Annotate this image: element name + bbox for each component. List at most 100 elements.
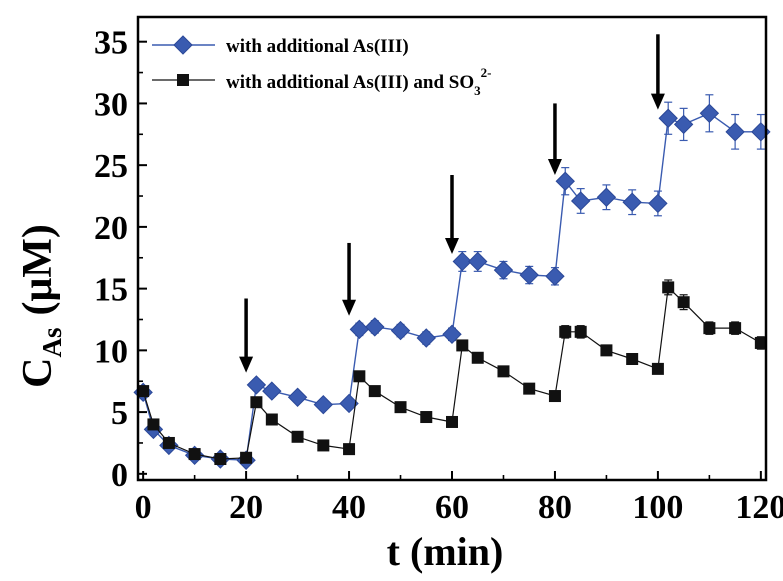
data-point bbox=[658, 108, 678, 128]
data-point bbox=[523, 382, 536, 395]
data-point bbox=[442, 324, 462, 345]
legend-label-series-2-sup: 2- bbox=[481, 65, 492, 80]
data-point bbox=[353, 370, 366, 383]
data-point bbox=[287, 387, 308, 407]
data-point bbox=[262, 381, 282, 401]
data-point bbox=[240, 451, 253, 464]
data-point bbox=[703, 322, 716, 335]
data-point bbox=[394, 401, 407, 414]
data-point bbox=[214, 453, 227, 466]
data-point bbox=[574, 325, 587, 338]
arrow-head bbox=[650, 93, 665, 110]
y-axis-title-unit: (μM) bbox=[15, 224, 61, 315]
data-point bbox=[596, 187, 617, 207]
data-point bbox=[471, 351, 484, 364]
y-tick-label: 20 bbox=[94, 210, 128, 247]
y-tick-label: 25 bbox=[94, 148, 128, 185]
y-tick-label: 35 bbox=[94, 25, 128, 62]
y-tick-label: 10 bbox=[94, 333, 128, 370]
data-point bbox=[725, 122, 745, 142]
y-axis-title: CAs (μM) bbox=[15, 224, 67, 388]
x-tick-label: 100 bbox=[632, 489, 683, 526]
data-point bbox=[416, 328, 436, 348]
arrows-layer bbox=[239, 34, 665, 373]
annotation-arrow bbox=[547, 103, 562, 176]
data-point bbox=[420, 411, 433, 424]
data-point bbox=[493, 260, 514, 280]
series-1 bbox=[133, 94, 771, 470]
ticks: 0 20 40 60 80 100 120 0 5 10 15 20 25 30 35 bbox=[94, 25, 783, 526]
annotation-arrow bbox=[342, 242, 357, 316]
x-tick-label: 60 bbox=[435, 489, 469, 526]
data-point bbox=[699, 103, 720, 124]
y-tick-label: 15 bbox=[94, 272, 128, 309]
x-axis-title: t (min) bbox=[387, 529, 504, 574]
y-tick-label: 5 bbox=[111, 395, 128, 432]
plot-frame bbox=[136, 15, 768, 482]
data-point bbox=[626, 353, 639, 366]
data-point bbox=[729, 322, 742, 335]
data-point bbox=[519, 265, 539, 285]
data-point bbox=[622, 192, 642, 212]
data-point bbox=[446, 415, 458, 428]
series-line bbox=[142, 286, 762, 460]
legend-marker-series-1 bbox=[173, 35, 193, 55]
arrow-head bbox=[342, 299, 357, 316]
data-point bbox=[648, 193, 668, 214]
data-point bbox=[368, 385, 381, 398]
data-point bbox=[339, 393, 359, 414]
y-tick-label: 0 bbox=[111, 457, 128, 494]
data-point bbox=[754, 336, 767, 349]
data-point bbox=[497, 365, 510, 378]
data-point bbox=[291, 430, 304, 443]
legend-label-series-2: with additional As(III) and SO32- bbox=[226, 65, 492, 98]
data-point bbox=[390, 320, 411, 341]
data-point bbox=[545, 266, 565, 286]
y-axis-title-main: C bbox=[15, 358, 61, 388]
series-layer bbox=[133, 94, 771, 470]
arrow-head bbox=[239, 356, 254, 373]
x-tick-label: 120 bbox=[735, 489, 783, 526]
y-axis-title-sub: As bbox=[37, 328, 67, 358]
legend-marker-series-2 bbox=[177, 74, 189, 86]
x-tick-label: 40 bbox=[332, 489, 366, 526]
arrow-head bbox=[445, 238, 459, 255]
data-point bbox=[162, 436, 175, 449]
data-point bbox=[662, 281, 675, 294]
data-point bbox=[246, 375, 267, 395]
data-point bbox=[188, 448, 201, 461]
series-2 bbox=[137, 279, 767, 466]
data-point bbox=[317, 439, 330, 452]
data-point bbox=[456, 339, 469, 352]
annotation-arrow bbox=[445, 175, 459, 255]
annotation-arrow bbox=[650, 34, 665, 110]
data-point bbox=[137, 385, 150, 398]
data-point bbox=[343, 443, 356, 456]
data-point bbox=[559, 325, 572, 338]
data-point bbox=[313, 394, 334, 415]
x-tick-label: 20 bbox=[229, 489, 263, 526]
annotation-arrow bbox=[239, 298, 254, 373]
data-point bbox=[570, 191, 591, 211]
data-point bbox=[673, 114, 694, 135]
legend-label-series-2-main: with additional As(III) and SO bbox=[226, 72, 474, 93]
data-point bbox=[147, 418, 160, 431]
legend-label-series-2-sub: 3 bbox=[474, 83, 481, 98]
data-point bbox=[677, 296, 690, 309]
x-tick-label: 80 bbox=[538, 489, 572, 526]
x-tick-label: 0 bbox=[135, 489, 152, 526]
data-point bbox=[265, 413, 278, 426]
data-point bbox=[365, 317, 385, 337]
legend: with additional As(III) with additional … bbox=[152, 35, 492, 98]
legend-label-series-1: with additional As(III) bbox=[226, 36, 409, 57]
data-point bbox=[600, 344, 613, 357]
data-point bbox=[555, 171, 575, 191]
arrow-head bbox=[547, 159, 562, 176]
data-point bbox=[349, 319, 370, 340]
data-point bbox=[452, 251, 473, 272]
data-point bbox=[468, 251, 488, 272]
data-point bbox=[651, 362, 664, 375]
data-point bbox=[548, 390, 561, 403]
y-tick-label: 30 bbox=[94, 86, 128, 123]
